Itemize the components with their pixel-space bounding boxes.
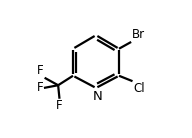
Text: F: F [56, 99, 63, 112]
Text: F: F [37, 64, 44, 77]
Text: Br: Br [132, 28, 145, 41]
Text: F: F [37, 81, 43, 94]
Text: N: N [93, 90, 102, 103]
Text: Cl: Cl [133, 82, 145, 95]
